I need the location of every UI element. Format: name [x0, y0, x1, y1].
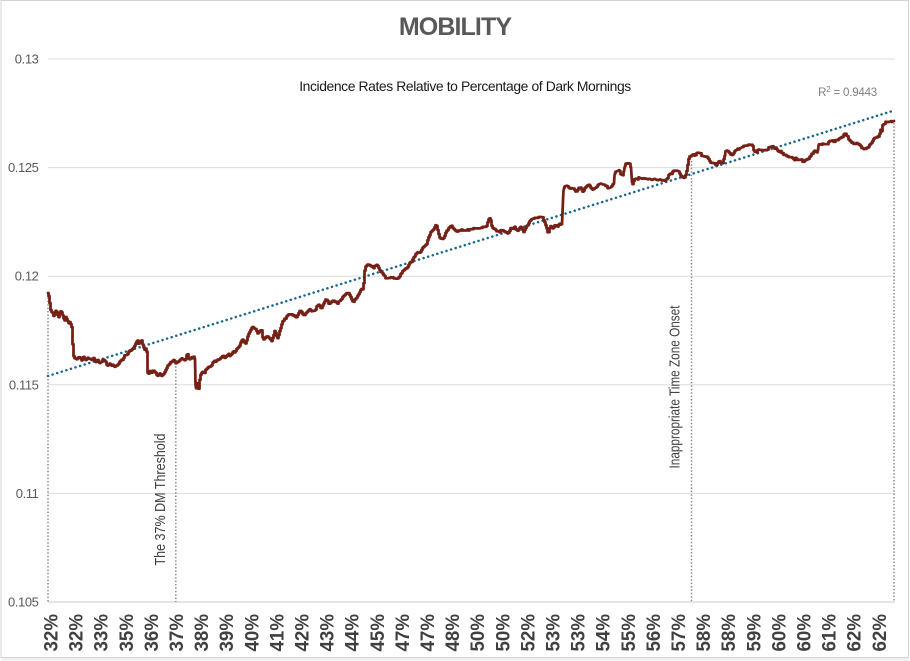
svg-text:45%: 45% — [368, 614, 389, 652]
svg-text:41%: 41% — [267, 614, 288, 652]
svg-text:55%: 55% — [619, 614, 640, 652]
svg-text:52%: 52% — [518, 614, 539, 652]
svg-text:50%: 50% — [493, 614, 514, 652]
svg-text:53%: 53% — [544, 614, 565, 652]
svg-text:33%: 33% — [92, 614, 113, 652]
svg-text:42%: 42% — [293, 614, 314, 652]
svg-text:0.115: 0.115 — [9, 377, 39, 392]
svg-text:47%: 47% — [393, 614, 414, 652]
svg-text:57%: 57% — [669, 614, 690, 652]
svg-text:32%: 32% — [42, 614, 63, 652]
svg-text:62%: 62% — [845, 614, 866, 652]
svg-text:53%: 53% — [569, 614, 590, 652]
svg-text:0.105: 0.105 — [8, 595, 39, 610]
svg-text:0.11: 0.11 — [16, 486, 39, 501]
svg-text:50%: 50% — [468, 614, 489, 652]
svg-text:61%: 61% — [820, 614, 841, 652]
svg-text:32%: 32% — [67, 614, 88, 652]
svg-text:58%: 58% — [694, 614, 715, 652]
svg-text:39%: 39% — [217, 614, 238, 652]
svg-text:36%: 36% — [142, 614, 163, 652]
svg-text:44%: 44% — [343, 614, 364, 652]
svg-text:60%: 60% — [769, 614, 790, 652]
svg-text:40%: 40% — [242, 614, 263, 652]
svg-text:47%: 47% — [418, 614, 439, 652]
svg-text:0.125: 0.125 — [8, 160, 39, 175]
svg-text:37%: 37% — [167, 614, 188, 652]
svg-text:62%: 62% — [870, 614, 891, 652]
svg-text:48%: 48% — [443, 614, 464, 652]
svg-text:0.13: 0.13 — [15, 52, 39, 67]
svg-text:Inappropriate Time Zone Onset: Inappropriate Time Zone Onset — [668, 306, 684, 469]
svg-text:Incidence Rates Relative to Pe: Incidence Rates Relative to Percentage o… — [299, 78, 631, 94]
svg-text:60%: 60% — [795, 614, 816, 652]
svg-text:0.12: 0.12 — [15, 269, 39, 284]
svg-text:54%: 54% — [594, 614, 615, 652]
svg-text:R2 = 0.9443: R2 = 0.9443 — [818, 85, 877, 99]
svg-text:58%: 58% — [719, 614, 740, 652]
svg-text:59%: 59% — [744, 614, 765, 652]
svg-text:43%: 43% — [318, 614, 339, 652]
svg-text:56%: 56% — [644, 614, 665, 652]
svg-text:The 37% DM Threshold: The 37% DM Threshold — [153, 434, 169, 566]
svg-text:38%: 38% — [192, 614, 213, 652]
svg-text:35%: 35% — [117, 614, 138, 652]
svg-text:MOBILITY: MOBILITY — [399, 13, 512, 41]
